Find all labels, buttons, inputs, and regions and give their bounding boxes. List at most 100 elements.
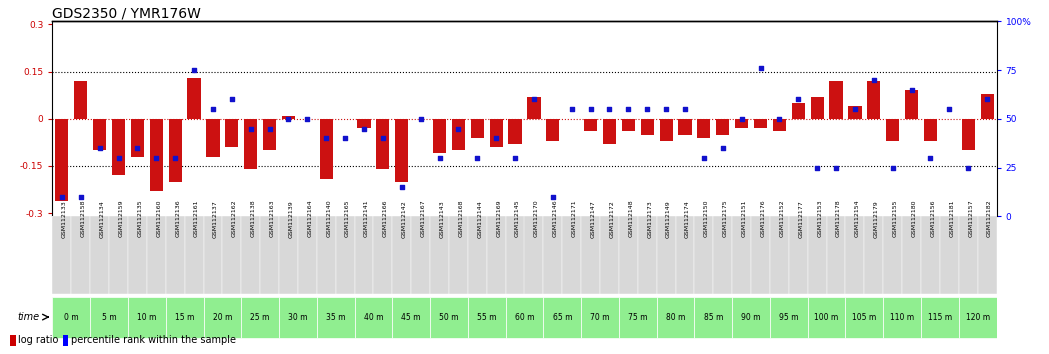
Point [318,136,335,141]
Point [205,106,221,112]
Bar [90,297,128,338]
Bar [789,216,808,294]
Text: 80 m: 80 m [666,313,685,321]
Text: GSM112143: GSM112143 [440,200,445,238]
Point [507,155,523,161]
Bar [978,216,997,294]
Bar [581,297,619,338]
Bar [660,119,672,141]
Bar [584,119,597,131]
Point [601,106,618,112]
Bar [260,216,279,294]
Bar [845,297,883,338]
Bar [619,216,638,294]
Bar [845,216,864,294]
Bar [770,216,789,294]
Bar [468,297,506,338]
Bar [112,119,125,175]
Bar [924,119,937,141]
Bar [808,297,845,338]
Bar [562,216,581,294]
Point [450,126,467,131]
Bar [732,297,770,338]
Bar [452,119,465,150]
Text: 40 m: 40 m [364,313,383,321]
Text: GSM112153: GSM112153 [817,200,822,238]
Bar [698,119,710,138]
Text: GSM112169: GSM112169 [496,200,501,238]
Text: GSM112155: GSM112155 [893,200,898,238]
Bar [506,297,543,338]
Text: GSM112156: GSM112156 [930,200,936,238]
Text: GSM112182: GSM112182 [987,200,992,238]
Text: 0 m: 0 m [64,313,79,321]
Point [53,194,70,200]
Bar [773,119,786,131]
Text: 70 m: 70 m [591,313,609,321]
Text: GSM112149: GSM112149 [666,200,671,238]
Point [337,136,354,141]
Text: GSM112138: GSM112138 [251,200,256,238]
Text: 100 m: 100 m [814,313,839,321]
Point [110,155,127,161]
Bar [63,335,68,346]
Point [884,165,901,170]
Text: GSM112154: GSM112154 [855,200,860,238]
Bar [433,119,446,153]
Bar [811,97,823,119]
Bar [147,216,166,294]
Point [242,126,259,131]
Text: GSM112147: GSM112147 [591,200,596,238]
Text: 25 m: 25 m [251,313,270,321]
Text: 75 m: 75 m [628,313,647,321]
Bar [150,119,163,191]
Bar [864,216,883,294]
Point [771,116,788,122]
Bar [959,216,978,294]
Text: GSM112135: GSM112135 [137,200,143,238]
Bar [600,216,619,294]
Bar [547,119,559,141]
Point [280,116,297,122]
Bar [373,216,392,294]
Point [223,96,240,102]
Point [828,165,844,170]
Bar [679,119,691,135]
Bar [770,297,808,338]
Bar [109,216,128,294]
Bar [355,216,373,294]
Bar [581,216,600,294]
Bar [449,216,468,294]
Bar [868,81,880,119]
Text: GSM112168: GSM112168 [458,200,464,238]
Text: 20 m: 20 m [213,313,232,321]
Point [544,194,561,200]
Text: GDS2350 / YMR176W: GDS2350 / YMR176W [52,6,201,20]
Point [809,165,826,170]
Point [847,106,863,112]
Bar [603,119,616,144]
Bar [619,297,657,338]
Point [695,155,712,161]
Text: time: time [17,312,39,322]
Point [91,145,108,151]
Bar [754,119,767,128]
Text: GSM112134: GSM112134 [100,200,105,238]
Text: 90 m: 90 m [742,313,761,321]
Bar [52,297,90,338]
Bar [905,91,918,119]
Text: GSM112172: GSM112172 [609,200,615,238]
Text: GSM112171: GSM112171 [572,200,577,238]
Bar [71,216,90,294]
Bar [528,97,540,119]
Bar [169,119,181,182]
Bar [830,81,842,119]
Bar [320,119,333,178]
Point [639,106,656,112]
Text: GSM112158: GSM112158 [81,200,86,238]
Point [129,145,146,151]
Bar [279,216,298,294]
Text: 5 m: 5 m [102,313,116,321]
Point [72,194,89,200]
Text: GSM112152: GSM112152 [779,200,785,238]
